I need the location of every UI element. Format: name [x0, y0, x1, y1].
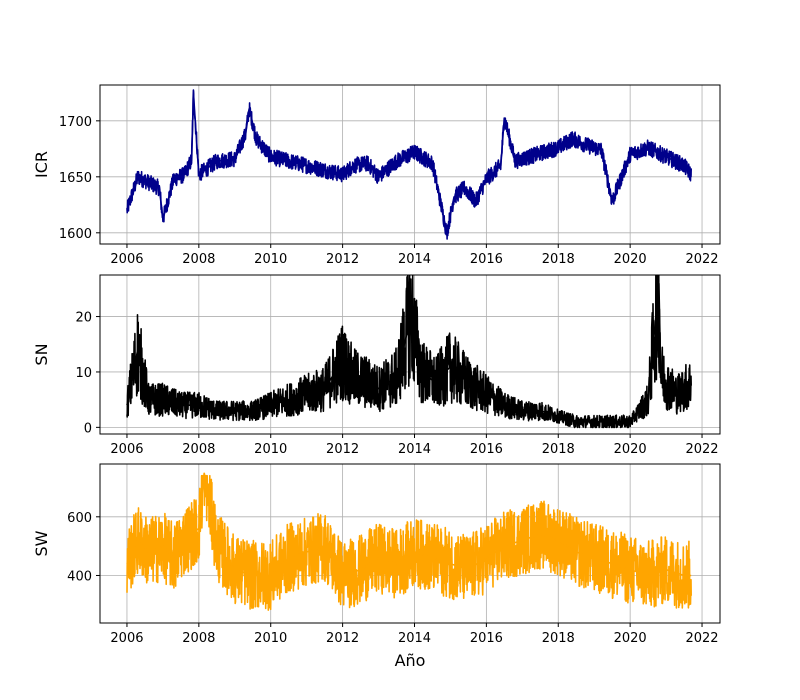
x-tick-label: 2008 [182, 442, 215, 457]
x-tick-label: 2008 [182, 252, 215, 267]
series-anchor-line-sw [126, 472, 692, 577]
x-tick-label: 2010 [254, 631, 287, 646]
x-axis-label: Año [395, 651, 426, 670]
series-anchor-line-icr [126, 92, 692, 233]
plot-frame [99, 84, 721, 245]
x-tick-label: 2020 [614, 252, 647, 267]
y-axis-label: SN [32, 343, 51, 365]
x-tick-label: 2022 [685, 252, 718, 267]
y-tick-label: 400 [67, 569, 92, 584]
y-axis-label: ICR [32, 151, 51, 178]
x-tick-label: 2016 [470, 442, 503, 457]
series-line-sn [126, 275, 692, 429]
y-tick-label: 10 [75, 366, 92, 381]
x-tick-label: 2014 [398, 252, 431, 267]
subplot-sw: 2006 2008 2010 2012 2014 2016 2018 2020 2022 400 6… [32, 463, 721, 670]
x-tick-label: 2018 [542, 442, 575, 457]
x-tick-label: 2018 [542, 252, 575, 267]
x-tick-label: 2010 [254, 442, 287, 457]
y-axis-label: SW [32, 530, 51, 556]
series-anchor-line-sn [126, 283, 692, 423]
x-tick-label: 2022 [685, 631, 718, 646]
x-tick-label: 2006 [110, 252, 143, 267]
x-tick-label: 2022 [685, 442, 718, 457]
series-line-sw [126, 474, 692, 611]
x-tick-label: 2016 [470, 252, 503, 267]
x-tick-label: 2020 [614, 442, 647, 457]
x-tick-label: 2010 [254, 252, 287, 267]
x-tick-label: 2016 [470, 631, 503, 646]
x-tick-label: 2012 [326, 631, 359, 646]
y-tick-label: 1600 [59, 227, 92, 242]
y-tick-label: 20 [75, 311, 92, 326]
x-tick-label: 2014 [398, 631, 431, 646]
x-tick-label: 2012 [326, 252, 359, 267]
x-tick-label: 2008 [182, 631, 215, 646]
y-tick-label: 600 [67, 511, 92, 526]
x-tick-label: 2006 [110, 631, 143, 646]
x-tick-label: 2018 [542, 631, 575, 646]
y-tick-label: 1700 [59, 115, 92, 130]
x-tick-label: 2020 [614, 631, 647, 646]
x-tick-label: 2006 [110, 442, 143, 457]
subplot-icr: 2006 2008 2010 2012 2014 2016 2018 2020 2022 1600… [32, 84, 721, 267]
subplot-sn: 2006 2008 2010 2012 2014 2016 2018 2020 2022 0 10 2… [32, 274, 721, 457]
y-tick-label: 0 [84, 421, 92, 436]
plot-frame [99, 463, 721, 624]
x-tick-label: 2012 [326, 442, 359, 457]
plot-frame [99, 274, 721, 435]
y-tick-label: 1650 [59, 171, 92, 186]
x-tick-label: 2014 [398, 442, 431, 457]
